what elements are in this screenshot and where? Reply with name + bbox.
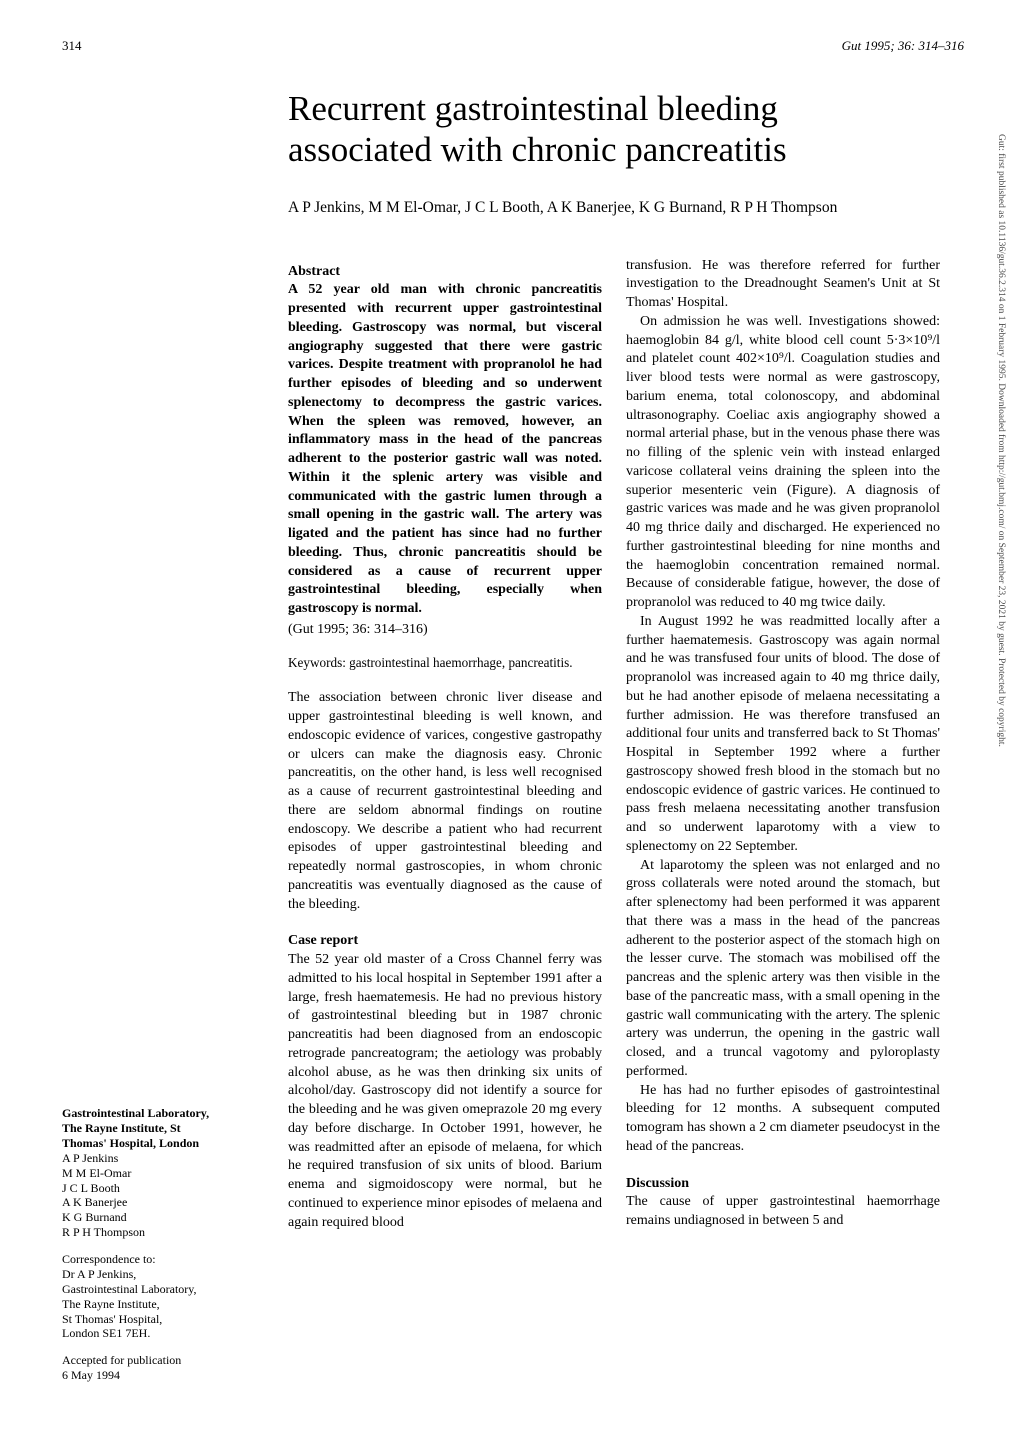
discussion-text: The cause of upper gastrointestinal haem… bbox=[626, 1193, 940, 1231]
col2-para-2: On admission he was well. Investigations… bbox=[626, 313, 940, 613]
body-columns: Abstract A 52 year old man with chronic … bbox=[288, 257, 964, 1233]
abstract-heading: Abstract bbox=[288, 263, 602, 282]
column-1: Abstract A 52 year old man with chronic … bbox=[288, 257, 602, 1233]
journal-reference: Gut 1995; 36: 314–316 bbox=[842, 38, 964, 54]
discussion-heading: Discussion bbox=[626, 1175, 940, 1194]
author-list: A P Jenkins, M M El-Omar, J C L Booth, A… bbox=[288, 199, 964, 217]
col2-para-4: At laparotomy the spleen was not enlarge… bbox=[626, 857, 940, 1082]
case-report-heading: Case report bbox=[288, 932, 602, 951]
col2-para-5: He has had no further episodes of gastro… bbox=[626, 1082, 940, 1157]
page-container: 314 Gut 1995; 36: 314–316 Recurrent gast… bbox=[0, 0, 1020, 1431]
case-report-text: The 52 year old master of a Cross Channe… bbox=[288, 951, 602, 1232]
affiliation-block: Gastrointestinal Laboratory, The Rayne I… bbox=[62, 1106, 218, 1383]
accepted-line: Accepted for publication 6 May 1994 bbox=[62, 1353, 218, 1383]
affiliation-people: A P Jenkins M M El-Omar J C L Booth A K … bbox=[62, 1151, 218, 1240]
column-2: transfusion. He was therefore referred f… bbox=[626, 257, 940, 1233]
copyright-strip: Gut: first published as 10.1136/gut.36.2… bbox=[987, 130, 1006, 1391]
keywords-line: Keywords: gastrointestinal haemorrhage, … bbox=[288, 654, 602, 672]
col2-para-3: In August 1992 he was readmitted locally… bbox=[626, 613, 940, 857]
abstract-text: A 52 year old man with chronic pancreati… bbox=[288, 281, 602, 619]
correspondence: Correspondence to: Dr A P Jenkins, Gastr… bbox=[62, 1252, 218, 1341]
affiliation-heading: Gastrointestinal Laboratory, The Rayne I… bbox=[62, 1106, 218, 1151]
abstract-citation: (Gut 1995; 36: 314–316) bbox=[288, 621, 602, 640]
article-title: Recurrent gastrointestinal bleeding asso… bbox=[288, 88, 928, 171]
page-number: 314 bbox=[62, 38, 82, 54]
running-header: 314 Gut 1995; 36: 314–316 bbox=[62, 38, 964, 54]
intro-paragraph: The association between chronic liver di… bbox=[288, 689, 602, 914]
col2-para-1: transfusion. He was therefore referred f… bbox=[626, 257, 940, 313]
